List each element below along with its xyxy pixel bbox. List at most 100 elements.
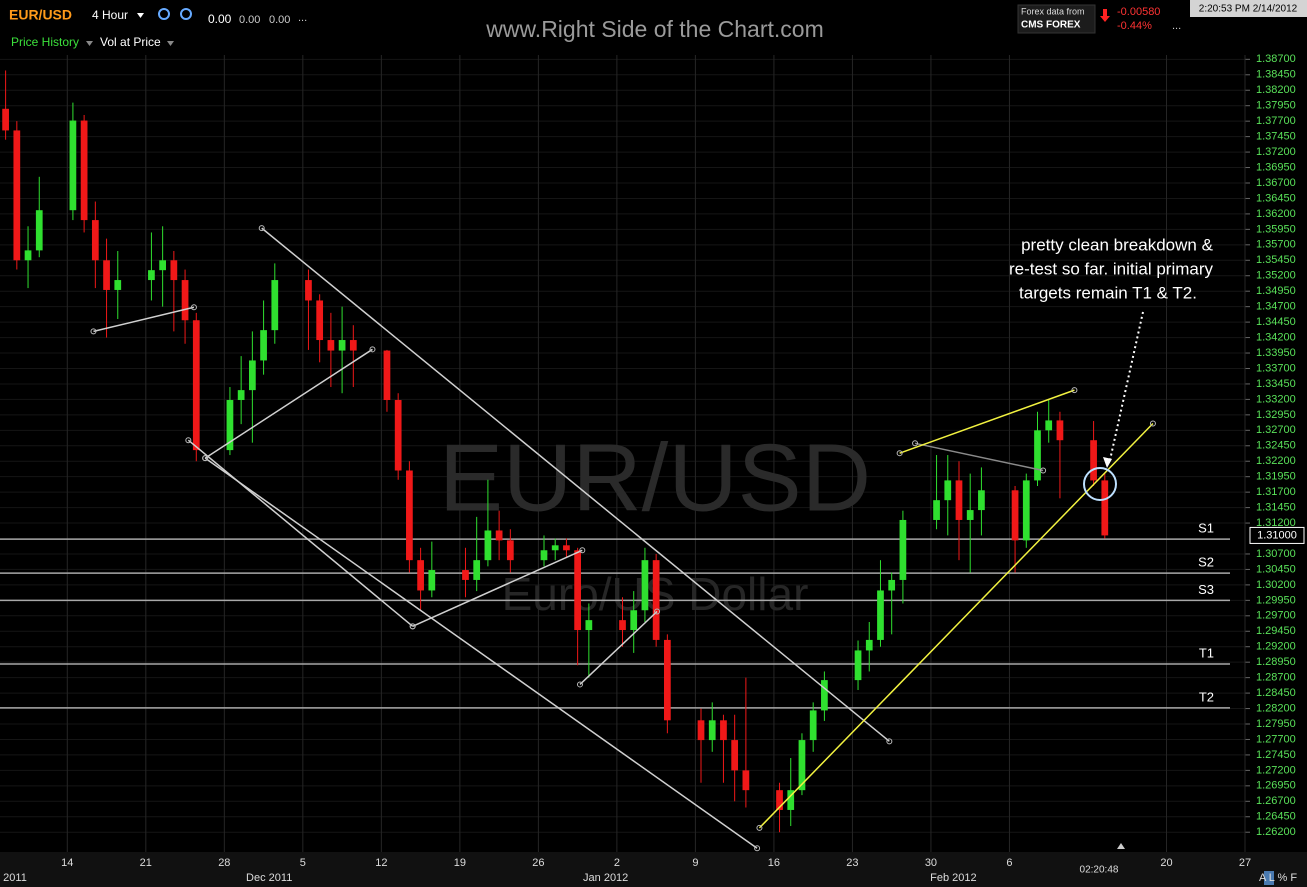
candle-body (2, 108, 9, 131)
candle-body (865, 639, 873, 651)
tab-dropdown[interactable] (167, 41, 174, 46)
candle-body (1090, 440, 1097, 481)
candle-body (1045, 420, 1053, 431)
candle-body (854, 650, 862, 681)
candle-body (338, 340, 346, 351)
note-line: targets remain T1 & T2. (1019, 283, 1197, 302)
last-price-box (1249, 526, 1305, 544)
x-tick-label: 9 (692, 857, 698, 869)
trendline (579, 610, 658, 685)
interval[interactable]: 4 Hour (92, 8, 128, 22)
y-tick-label: 1.34700 (1256, 301, 1296, 313)
trendline-handle (654, 608, 661, 615)
candle-body (159, 260, 166, 271)
trendline-handle (258, 225, 265, 232)
trendline (187, 439, 414, 627)
trendline-handle (90, 328, 97, 335)
symbol[interactable]: EUR/USD (9, 7, 72, 23)
candle-body (809, 710, 817, 741)
y-tick-label: 1.31200 (1256, 517, 1296, 529)
y-tick-label: 1.31700 (1256, 486, 1296, 498)
trendline-handle (185, 437, 192, 444)
candle-body (540, 550, 548, 561)
candle-body (103, 260, 110, 290)
tab-vol-at-price[interactable]: Vol at Price (100, 35, 161, 49)
candle-body (1022, 480, 1030, 541)
time-axis (0, 852, 1307, 887)
x-tick-label: 2 (614, 857, 620, 869)
month-label: 2011 (3, 872, 27, 884)
candle-body (271, 280, 279, 331)
scroll-marker[interactable] (1117, 843, 1125, 849)
change-pct: -0.44% (1117, 20, 1152, 32)
zoom-in[interactable] (158, 8, 170, 20)
x-tick-label: 19 (454, 857, 466, 869)
candle-body (652, 560, 660, 640)
trendline (204, 348, 373, 459)
y-tick-label: 1.28700 (1256, 672, 1296, 684)
y-tick-label: 1.38700 (1256, 53, 1296, 65)
more[interactable]: ... (1172, 20, 1181, 32)
candle-body (237, 390, 245, 401)
y-tick-label: 1.36700 (1256, 177, 1296, 189)
candle-body (787, 790, 795, 810)
candle-body (697, 720, 705, 741)
candle-body (495, 530, 503, 541)
candle-body (708, 720, 716, 741)
candle-body (551, 545, 559, 551)
y-tick-label: 1.34950 (1256, 285, 1296, 297)
zoom-out[interactable] (180, 8, 192, 20)
x-tick-label: 21 (140, 857, 152, 869)
y-tick-label: 1.37200 (1256, 146, 1296, 158)
candle-body (170, 260, 178, 281)
tab-price-history[interactable]: Price History (11, 35, 79, 49)
note-line: re-test so far. initial primary (1009, 259, 1214, 278)
candle-body (731, 740, 739, 771)
change: -0.00580 (1117, 6, 1160, 18)
trendline (93, 306, 195, 333)
stat-more[interactable]: ... (298, 12, 307, 24)
trendline-handle (886, 738, 893, 745)
x-tick-label: 27 (1239, 857, 1251, 869)
provider-name: CMS FOREX (1021, 20, 1081, 31)
trendline-handle (754, 845, 761, 852)
y-tick-label: 1.37450 (1256, 131, 1296, 143)
trendline (204, 457, 758, 849)
candle-body (249, 360, 256, 391)
candle-body (1011, 490, 1019, 541)
x-tick-label: 6 (1006, 857, 1012, 869)
x-tick-label: 14 (61, 857, 73, 869)
y-tick-label: 1.37700 (1256, 115, 1296, 127)
candle-body (574, 550, 581, 631)
y-tick-label: 1.28450 (1256, 687, 1296, 699)
tab-dropdown[interactable] (86, 41, 93, 46)
pointer-head (1103, 457, 1112, 468)
site-title: www.Right Side of the Chart.com (485, 16, 823, 42)
candle-body (978, 490, 985, 511)
candle-body (406, 470, 413, 561)
candle-body (1034, 430, 1041, 481)
y-tick-label: 1.35450 (1256, 254, 1296, 266)
interval-dropdown[interactable] (137, 13, 144, 18)
y-tick-label: 1.34450 (1256, 316, 1296, 328)
candle-body (955, 480, 963, 520)
candle-body (260, 330, 267, 361)
y-tick-label: 1.27200 (1256, 764, 1296, 776)
y-tick-label: 1.30200 (1256, 579, 1296, 591)
y-tick-label: 1.28200 (1256, 702, 1296, 714)
level-label: S2 (1198, 555, 1214, 570)
y-tick-label: 1.27950 (1256, 718, 1296, 730)
x-tick-label: 12 (375, 857, 387, 869)
candle-body (630, 610, 638, 631)
candle-body (394, 400, 402, 471)
price-axis (1245, 55, 1307, 852)
y-tick-label: 1.29450 (1256, 625, 1296, 637)
provider-box (1017, 4, 1096, 34)
trendline-handle (1040, 467, 1047, 474)
y-tick-label: 1.33200 (1256, 393, 1296, 405)
x-tick-label: 28 (218, 857, 230, 869)
footer-buttons[interactable]: A L % F (1259, 872, 1297, 884)
level-label: T2 (1199, 689, 1214, 704)
button-highlight[interactable] (1264, 871, 1274, 885)
candle-body (798, 740, 806, 791)
